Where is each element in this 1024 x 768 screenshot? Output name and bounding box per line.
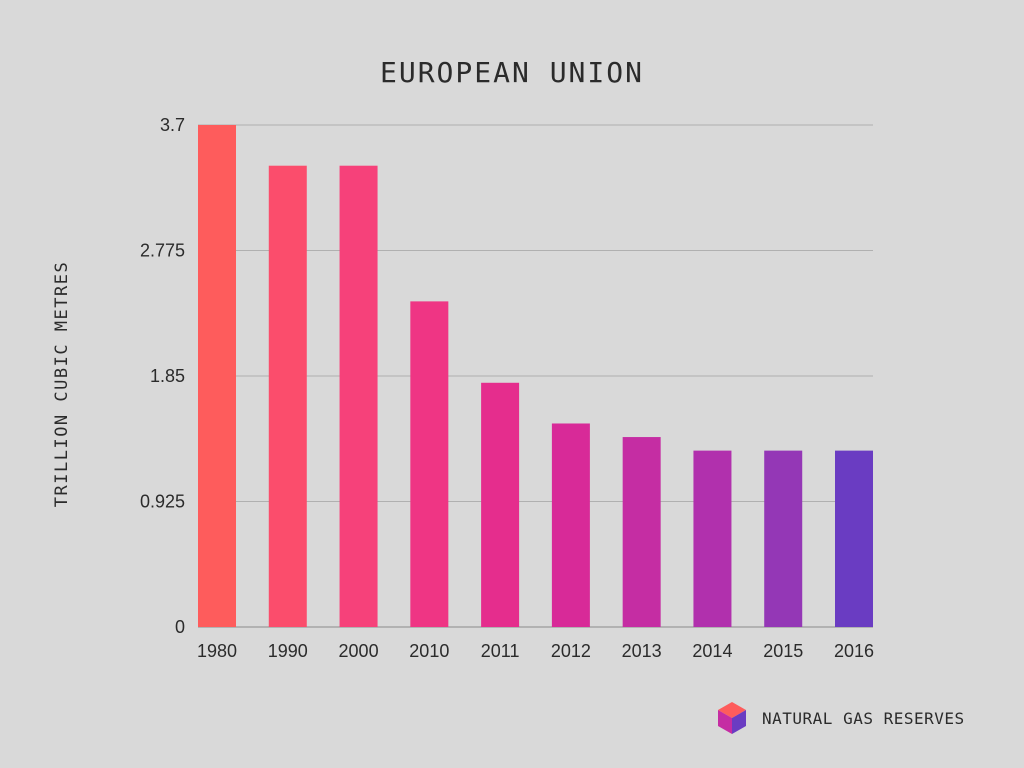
- chart-title: EUROPEAN UNION: [379, 56, 644, 89]
- bar-2016: [835, 450, 873, 627]
- x-tick-label: 2011: [481, 641, 520, 661]
- x-tick-label: 2015: [763, 641, 803, 661]
- x-tick-label: 2012: [551, 641, 591, 661]
- bar-2015: [764, 450, 803, 627]
- y-tick-label: 2.775: [140, 241, 185, 261]
- cube-icon: [718, 702, 746, 734]
- y-tick-labels: 0 0.925 1.85 2.775 3.7: [140, 115, 185, 637]
- bar-2010: [410, 301, 449, 627]
- bars-group: [198, 125, 873, 627]
- y-tick-label: 1.85: [150, 366, 185, 386]
- grid-lines: [198, 124, 873, 628]
- x-tick-label: 2013: [622, 641, 662, 661]
- x-tick-label: 2016: [834, 641, 874, 661]
- y-tick-label: 0: [175, 617, 185, 637]
- legend: NATURAL GAS RESERVES: [716, 700, 965, 736]
- bar-2013: [622, 437, 661, 627]
- x-tick-labels: 1980 1990 2000 2010 2011 2012 2013 2014 2015 2016: [197, 641, 874, 661]
- bar-2012: [551, 423, 590, 627]
- bar-2014: [693, 450, 732, 627]
- x-tick-label: 2010: [409, 641, 449, 661]
- y-tick-label: 3.7: [160, 115, 185, 135]
- x-tick-label: 1980: [197, 641, 237, 661]
- bar-2011: [481, 382, 520, 627]
- x-tick-label: 1990: [268, 641, 308, 661]
- bar-1980: [198, 125, 236, 627]
- x-tick-label: 2014: [692, 641, 732, 661]
- x-tick-label: 2000: [339, 641, 379, 661]
- bar-1990: [268, 165, 307, 627]
- legend-label: NATURAL GAS RESERVES: [762, 708, 965, 728]
- y-tick-label: 0.925: [140, 492, 185, 512]
- bar-2000: [339, 165, 378, 627]
